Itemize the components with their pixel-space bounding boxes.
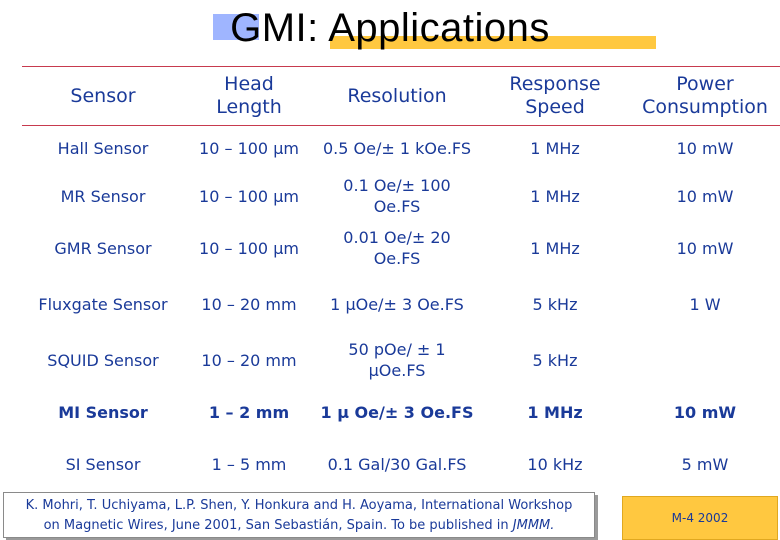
applications-table: Sensor Head Length Resolution Response Spe… [22,68,780,492]
cell-speed: 1 MHz [530,238,580,258]
slide-title: GMI: Applications [230,6,550,50]
cell-power: 10 mW [676,138,734,158]
cell-sensor: SI Sensor [65,454,141,474]
cell-speed: 1 MHz [530,186,580,206]
col-header-power: Power Consumption [642,73,768,118]
cell-resolution: 0.01 Oe/± 20 Oe.FS [343,228,451,268]
col-header-sensor: Sensor [70,84,136,107]
reference-line-1: K. Mohri, T. Uchiyama, L.P. Shen, Y. Hon… [25,498,573,513]
col-header-resolution: Resolution [347,84,447,107]
slide-id-badge: M-4 2002 [622,496,778,540]
journal-name: JMMM. [512,518,555,533]
title-decoration-bar [330,36,656,49]
cell-resolution: 0.5 Oe/± 1 kOe.FS [323,138,471,158]
cell-head-length: 1 – 5 mm [211,454,287,474]
cell-head-length: 10 – 20 mm [201,350,297,370]
cell-resolution: 0.1 Gal/30 Gal.FS [327,454,467,474]
cell-speed: 1 MHz [527,402,583,422]
reference-box: K. Mohri, T. Uchiyama, L.P. Shen, Y. Hon… [3,492,595,538]
cell-speed: 1 MHz [530,138,580,158]
cell-power: 1 W [689,294,721,314]
table-row: MR Sensor 10 – 100 μm 0.1 Oe/± 100 Oe.FS … [22,172,780,220]
cell-power: 5 mW [681,454,729,474]
header-top-rule [22,66,780,67]
table-row: GMR Sensor 10 – 100 μm 0.01 Oe/± 20 Oe.FS… [22,220,780,276]
reference-line-2: on Magnetic Wires, June 2001, San Sebast… [43,518,555,533]
cell-power [630,332,780,388]
header-bottom-rule [22,125,780,126]
cell-resolution: 1 μOe/± 3 Oe.FS [330,294,464,314]
cell-sensor: SQUID Sensor [47,350,159,370]
title-area: GMI: Applications [0,0,780,62]
cell-head-length: 10 – 100 μm [199,238,299,258]
cell-speed: 10 kHz [527,454,583,474]
cell-power: 10 mW [676,186,734,206]
cell-sensor: MI Sensor [58,402,148,422]
cell-sensor: Fluxgate Sensor [38,294,168,314]
cell-head-length: 10 – 100 μm [199,138,299,158]
header-row: Sensor Head Length Resolution Response Spe… [22,68,780,124]
cell-speed: 5 kHz [532,350,578,370]
col-header-response-speed: Response Speed [509,73,601,118]
cell-sensor: GMR Sensor [54,238,152,258]
cell-head-length: 10 – 100 μm [199,186,299,206]
slide-id-text: M-4 2002 [671,511,729,525]
cell-power: 10 mW [673,402,737,422]
cell-head-length: 1 – 2 mm [208,402,290,422]
cell-resolution: 1 μ Oe/± 3 Oe.FS [320,402,474,422]
title-decoration-square [213,14,259,40]
cell-speed: 5 kHz [532,294,578,314]
cell-sensor: Hall Sensor [57,138,149,158]
cell-power: 10 mW [676,238,734,258]
cell-resolution: 0.1 Oe/± 100 Oe.FS [343,176,451,216]
cell-resolution: 50 pOe/ ± 1 μOe.FS [348,340,446,380]
table-row-highlighted: MI Sensor 1 – 2 mm 1 μ Oe/± 3 Oe.FS 1 MH… [22,388,780,436]
table-row: Hall Sensor 10 – 100 μm 0.5 Oe/± 1 kOe.F… [22,124,780,172]
col-header-head-length: Head Length [216,73,282,118]
table-row: SQUID Sensor 10 – 20 mm 50 pOe/ ± 1 μOe.F… [22,332,780,388]
cell-head-length: 10 – 20 mm [201,294,297,314]
cell-sensor: MR Sensor [60,186,146,206]
table-row: Fluxgate Sensor 10 – 20 mm 1 μOe/± 3 Oe.… [22,276,780,332]
table-row: SI Sensor 1 – 5 mm 0.1 Gal/30 Gal.FS 10 … [22,436,780,492]
